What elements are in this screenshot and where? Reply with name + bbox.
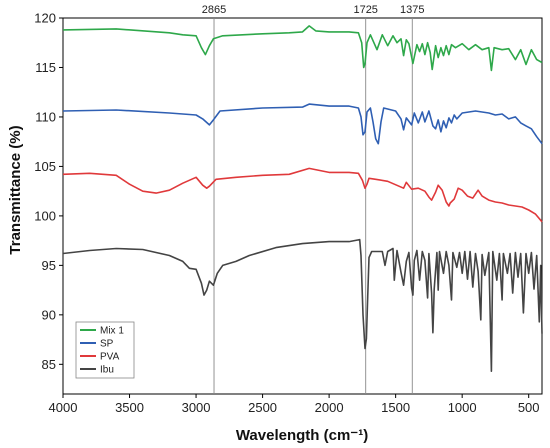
y-tick-label: 120 xyxy=(34,11,56,26)
x-tick-label: 2000 xyxy=(315,400,344,415)
y-axis: 85 90 95 100 105 110 115 120 xyxy=(34,11,63,372)
series-line-sp xyxy=(62,103,543,145)
series-line-pva xyxy=(62,167,543,223)
series-line-mix-1 xyxy=(62,25,543,72)
y-tick-label: 90 xyxy=(42,307,56,322)
plot-border xyxy=(62,17,543,395)
legend-label: Mix 1 xyxy=(100,326,124,337)
x-tick-label: 3500 xyxy=(115,400,144,415)
series-layer xyxy=(62,25,543,372)
legend: Mix 1 SP PVA Ibu xyxy=(75,321,135,379)
reference-label-1375: 1375 xyxy=(400,4,424,16)
x-tick-label: 2500 xyxy=(248,400,277,415)
y-tick-label: 105 xyxy=(34,159,56,174)
x-tick-label: 1500 xyxy=(381,400,410,415)
y-tick-label: 100 xyxy=(34,208,56,223)
x-tick-label: 4000 xyxy=(49,400,78,415)
reference-label-1725: 1725 xyxy=(353,4,377,16)
x-axis-title: Wavelength (cm⁻¹) xyxy=(236,427,368,444)
legend-label: SP xyxy=(100,339,114,350)
x-tick-label: 1000 xyxy=(448,400,477,415)
x-axis: 4000 3500 3000 2500 2000 1500 1000 500 xyxy=(49,394,540,415)
y-tick-label: 95 xyxy=(42,258,56,273)
x-tick-label: 3000 xyxy=(182,400,211,415)
plot-area xyxy=(62,17,543,395)
y-tick-label: 115 xyxy=(35,60,56,75)
reference-label-2865: 2865 xyxy=(202,4,226,16)
legend-label: Ibu xyxy=(100,365,114,376)
series-line-ibu xyxy=(62,238,543,372)
reference-lines: 2865 1725 1375 xyxy=(202,4,425,394)
legend-label: PVA xyxy=(100,352,120,363)
y-tick-label: 110 xyxy=(35,109,56,124)
y-tick-label: 85 xyxy=(42,357,56,372)
x-tick-label: 500 xyxy=(518,400,540,415)
y-axis-title: Transmittance (%) xyxy=(7,125,24,254)
